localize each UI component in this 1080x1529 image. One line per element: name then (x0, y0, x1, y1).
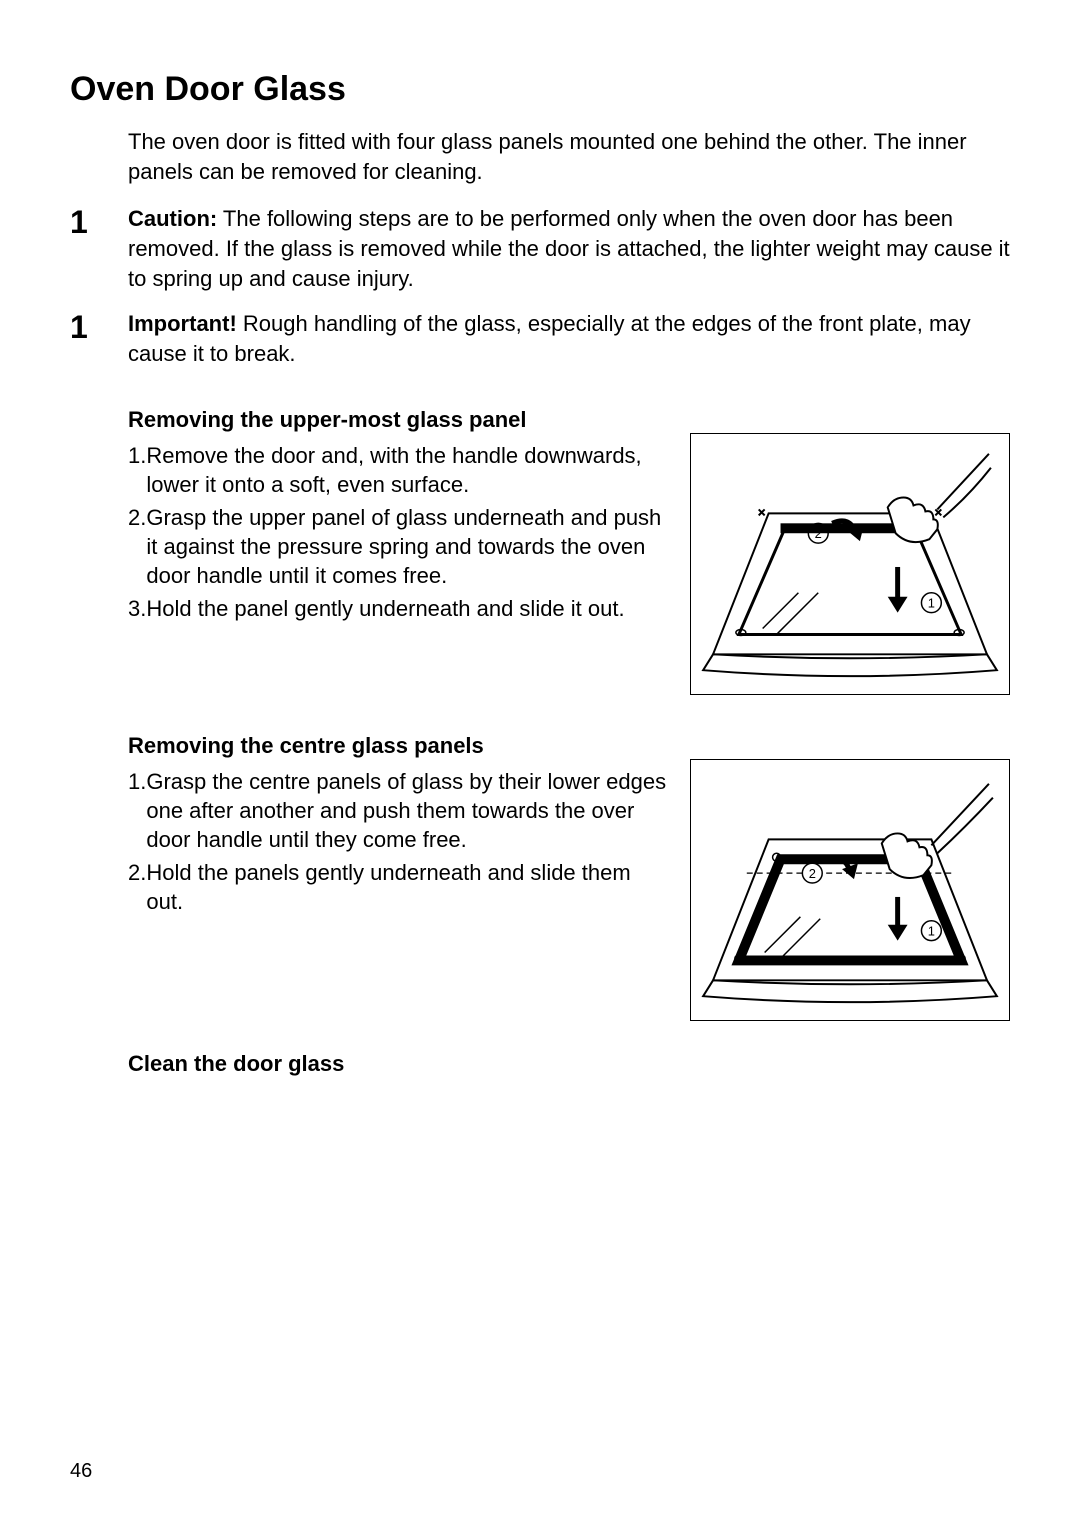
caution-block: 1 Caution: The following steps are to be… (70, 204, 1010, 293)
caution-body: The following steps are to be performed … (128, 206, 1010, 290)
figure-centre: 1 2 (690, 759, 1010, 1021)
upper-step-1: 1. Remove the door and, with the handle … (128, 441, 672, 499)
section-upper: Removing the upper-most glass panel 1. R… (128, 407, 1010, 695)
upper-step-2: 2. Grasp the upper panel of glass undern… (128, 503, 672, 590)
step-num: 2. (128, 858, 146, 916)
clean-heading: Clean the door glass (128, 1051, 1010, 1077)
fig-label-2: 2 (815, 526, 822, 541)
important-block: 1 Important! Rough handling of the glass… (70, 309, 1010, 368)
important-label: Important! (128, 311, 237, 336)
centre-heading: Removing the centre glass panels (128, 733, 672, 759)
step-num: 3. (128, 594, 146, 623)
step-text: Hold the panel gently underneath and sli… (146, 594, 672, 623)
centre-step-2: 2. Hold the panels gently underneath and… (128, 858, 672, 916)
caution-marker: 1 (70, 204, 128, 238)
important-marker: 1 (70, 309, 128, 343)
section-centre: Removing the centre glass panels 1. Gras… (128, 733, 1010, 1021)
upper-step-3: 3. Hold the panel gently underneath and … (128, 594, 672, 623)
step-text: Remove the door and, with the handle dow… (146, 441, 672, 499)
step-text: Grasp the upper panel of glass underneat… (146, 503, 672, 590)
page-number: 46 (70, 1460, 92, 1483)
page-title: Oven Door Glass (70, 70, 1010, 109)
fig-label-1: 1 (928, 923, 935, 938)
caution-label: Caution: (128, 206, 217, 231)
important-text: Important! Rough handling of the glass, … (128, 309, 1010, 368)
intro-paragraph: The oven door is fitted with four glass … (128, 127, 1010, 186)
figure-upper: 1 2 (690, 433, 1010, 695)
step-num: 1. (128, 441, 146, 499)
centre-step-1: 1. Grasp the centre panels of glass by t… (128, 767, 672, 854)
fig-label-1: 1 (928, 595, 935, 610)
section-clean: Clean the door glass (128, 1051, 1010, 1077)
fig-label-2: 2 (809, 866, 816, 881)
important-body: Rough handling of the glass, especially … (128, 311, 971, 366)
step-text: Grasp the centre panels of glass by thei… (146, 767, 672, 854)
step-text: Hold the panels gently underneath and sl… (146, 858, 672, 916)
step-num: 1. (128, 767, 146, 854)
caution-text: Caution: The following steps are to be p… (128, 204, 1010, 293)
upper-heading: Removing the upper-most glass panel (128, 407, 672, 433)
step-num: 2. (128, 503, 146, 590)
